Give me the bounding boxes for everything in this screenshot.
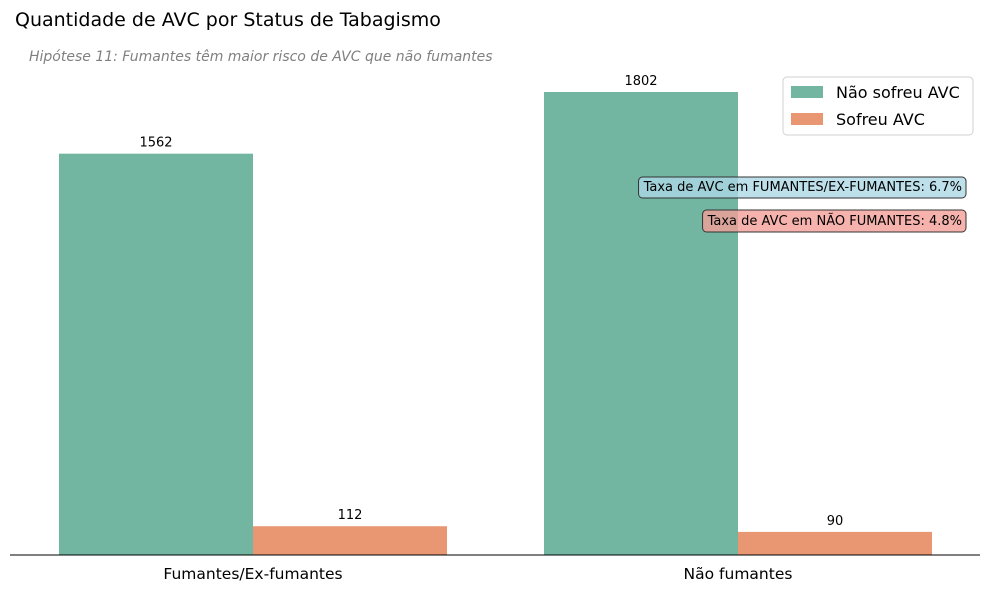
value-label-nao-fumantes-sofreu-avc: 90 <box>827 514 844 529</box>
legend-frame <box>782 76 974 136</box>
annotation-1: Taxa de AVC em FUMANTES/EX-FUMANTES: 6.7… <box>638 176 967 199</box>
value-label-fumantes-ex-fumantes-nao-sofreu-avc: 1562 <box>139 136 172 151</box>
annotation-text-1: Taxa de AVC em FUMANTES/EX-FUMANTES: 6.7… <box>643 180 962 195</box>
legend-swatch-sofreu-avc <box>791 113 823 125</box>
chart-title: Quantidade de AVC por Status de Tabagism… <box>15 9 441 31</box>
x-tick-labels-group: Fumantes/Ex-fumantes Não fumantes <box>163 565 792 583</box>
bar-nao-fumantes-sofreu-avc <box>738 531 932 555</box>
annotation-box-1 <box>638 176 967 199</box>
annotations-group: Taxa de AVC em FUMANTES/EX-FUMANTES: 6.7… <box>638 176 967 233</box>
annotation-text-2: Taxa de AVC em NÃO FUMANTES: 4.8% <box>707 213 962 229</box>
annotation-2: Taxa de AVC em NÃO FUMANTES: 4.8% <box>702 209 967 233</box>
legend-label-nao-sofreu-avc: Não sofreu AVC <box>836 83 960 102</box>
bar-nao-fumantes-nao-sofreu-avc <box>544 92 738 555</box>
value-label-nao-fumantes-nao-sofreu-avc: 1802 <box>624 74 657 89</box>
bar-fumantes-ex-fumantes-sofreu-avc <box>253 526 447 555</box>
value-label-fumantes-ex-fumantes-sofreu-avc: 112 <box>338 508 363 523</box>
legend: Não sofreu AVC Sofreu AVC <box>782 76 974 136</box>
legend-label-sofreu-avc: Sofreu AVC <box>836 110 925 129</box>
x-tick-label-nao-fumantes: Não fumantes <box>684 565 793 583</box>
bars-group <box>59 92 932 556</box>
annotation-box-2 <box>702 209 967 233</box>
chart-subtitle: Hipótese 11: Fumantes têm maior risco de… <box>29 49 493 65</box>
bar-fumantes-ex-fumantes-nao-sofreu-avc <box>59 153 253 556</box>
legend-swatch-nao-sofreu-avc <box>791 86 823 98</box>
x-tick-label-fumantes-ex-fumantes: Fumantes/Ex-fumantes <box>163 565 342 583</box>
value-labels-group: 1562 112 1802 90 <box>139 74 843 529</box>
